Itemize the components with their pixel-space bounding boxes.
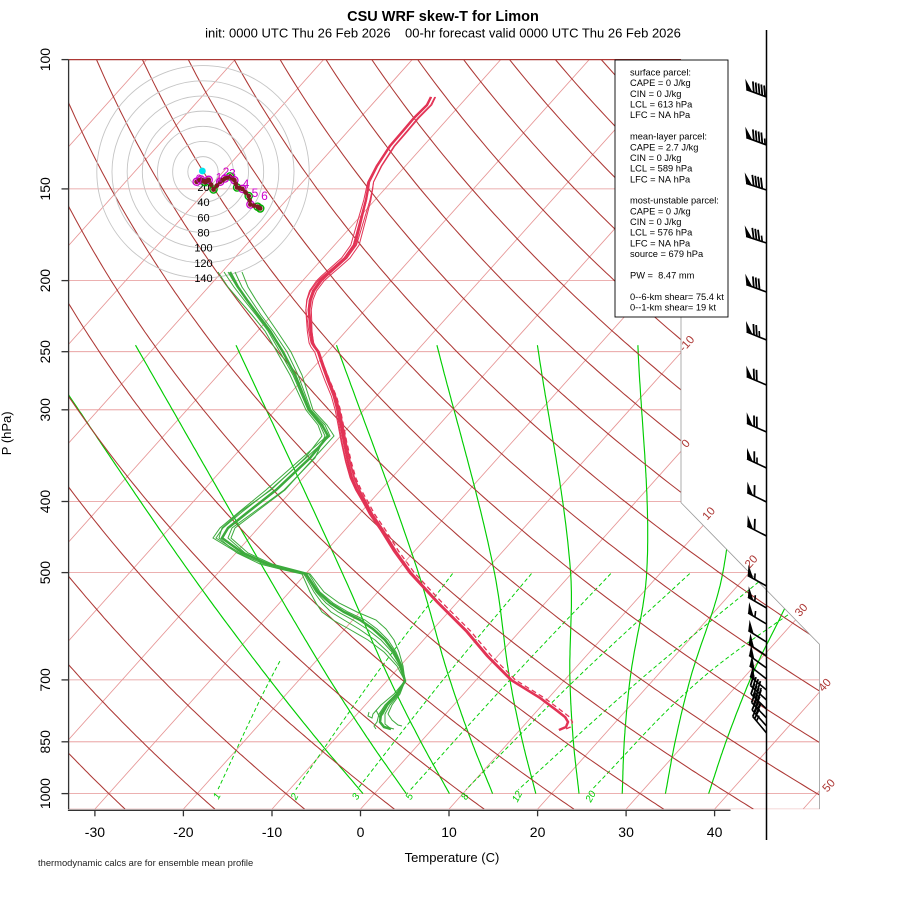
svg-text:60: 60 (197, 212, 209, 224)
svg-text:LFC = NA hPa: LFC = NA hPa (630, 110, 691, 120)
svg-text:init: 0000 UTC Thu 26 Feb 2026: init: 0000 UTC Thu 26 Feb 2026 00-hr for… (205, 26, 681, 41)
svg-text:400: 400 (37, 490, 53, 514)
svg-text:5: 5 (252, 186, 259, 200)
svg-text:0--1-km shear= 19 kt: 0--1-km shear= 19 kt (630, 303, 716, 313)
svg-text:LCL = 576 hPa: LCL = 576 hPa (630, 228, 693, 238)
svg-text:-10: -10 (262, 824, 282, 840)
svg-text:5: 5 (404, 791, 417, 801)
svg-text:500: 500 (37, 561, 53, 585)
svg-text:8: 8 (459, 791, 472, 801)
svg-text:P (hPa): P (hPa) (0, 411, 14, 455)
svg-text:surface parcel:: surface parcel: (630, 68, 691, 78)
svg-text:-20: -20 (173, 824, 193, 840)
svg-text:3: 3 (350, 791, 363, 801)
svg-text:mean-layer parcel:: mean-layer parcel: (630, 132, 707, 142)
svg-text:250: 250 (37, 340, 53, 364)
svg-text:1000: 1000 (37, 778, 53, 809)
svg-text:30: 30 (618, 824, 634, 840)
svg-text:0: 0 (357, 824, 365, 840)
svg-text:0: 0 (196, 172, 203, 186)
svg-text:850: 850 (37, 730, 53, 754)
svg-text:CSU WRF skew-T for Limon: CSU WRF skew-T for Limon (347, 9, 539, 25)
svg-text:2: 2 (223, 165, 230, 179)
svg-text:40: 40 (707, 824, 723, 840)
svg-text:CAPE = 0 J/kg: CAPE = 0 J/kg (630, 206, 691, 216)
svg-text:6: 6 (261, 189, 268, 203)
svg-text:700: 700 (37, 668, 53, 692)
svg-text:2: 2 (289, 791, 302, 802)
svg-text:-30: -30 (85, 824, 105, 840)
svg-text:source = 679 hPa: source = 679 hPa (630, 249, 704, 259)
svg-text:most-unstable parcel:: most-unstable parcel: (630, 196, 719, 206)
svg-text:40: 40 (197, 197, 209, 209)
svg-text:300: 300 (37, 398, 53, 422)
svg-text:100: 100 (194, 243, 212, 255)
svg-text:PW = 8.47 mm: PW = 8.47 mm (630, 270, 695, 280)
svg-text:CAPE = 2.7 J/kg: CAPE = 2.7 J/kg (630, 142, 698, 152)
svg-text:1: 1 (216, 171, 223, 185)
svg-text:3: 3 (229, 167, 236, 181)
svg-text:4: 4 (243, 177, 250, 191)
svg-text:10: 10 (441, 824, 457, 840)
svg-text:LCL = 613 hPa: LCL = 613 hPa (630, 100, 693, 110)
svg-text:100: 100 (37, 48, 53, 72)
svg-text:LFC = NA hPa: LFC = NA hPa (630, 174, 691, 184)
svg-text:LCL = 589 hPa: LCL = 589 hPa (630, 164, 693, 174)
svg-text:12: 12 (510, 789, 525, 804)
svg-text:CIN = 0 J/kg: CIN = 0 J/kg (630, 153, 681, 163)
svg-text:20: 20 (583, 789, 599, 805)
svg-text:Temperature (C): Temperature (C) (405, 850, 500, 865)
svg-text:80: 80 (197, 228, 209, 240)
svg-text:CAPE = 0 J/kg: CAPE = 0 J/kg (630, 78, 691, 88)
svg-text:200: 200 (37, 269, 53, 293)
svg-text:CIN = 0 J/kg: CIN = 0 J/kg (630, 89, 681, 99)
svg-text:120: 120 (194, 258, 212, 270)
svg-text:thermodynamic calcs are for en: thermodynamic calcs are for ensemble mea… (38, 857, 253, 868)
svg-text:140: 140 (194, 273, 212, 285)
svg-text:0--6-km shear= 75.4 kt: 0--6-km shear= 75.4 kt (630, 292, 724, 302)
svg-text:LFC = NA hPa: LFC = NA hPa (630, 238, 691, 248)
svg-text:150: 150 (37, 177, 53, 201)
svg-text:20: 20 (530, 824, 546, 840)
svg-text:1: 1 (211, 791, 223, 801)
svg-text:CIN = 0 J/kg: CIN = 0 J/kg (630, 217, 681, 227)
